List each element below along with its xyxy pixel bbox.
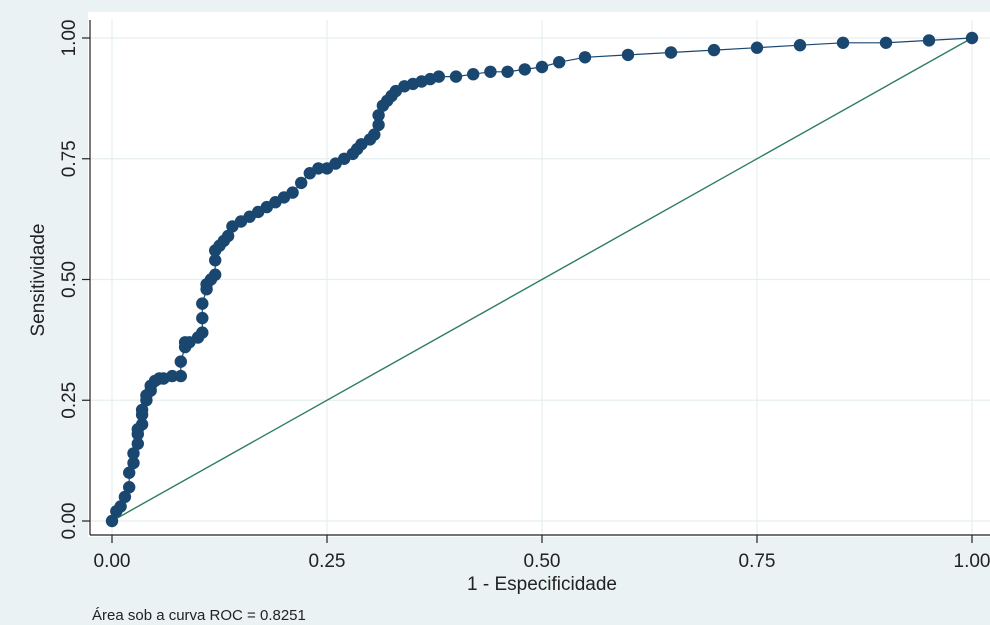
roc-point-47 [286, 186, 299, 199]
roc-point-69 [432, 70, 445, 83]
roc-point-74 [518, 63, 531, 76]
roc-point-39 [221, 229, 235, 243]
roc-curve-group [105, 31, 979, 528]
roc-point-84 [879, 36, 893, 49]
roc-point-11 [135, 418, 149, 431]
roc-point-23 [174, 355, 187, 368]
roc-point-80 [707, 43, 721, 57]
y-axis-title: Sensitividade [28, 223, 49, 336]
roc-point-5 [123, 466, 136, 479]
roc-point-2 [114, 500, 127, 513]
roc-point-75 [535, 60, 549, 74]
roc-point-71 [467, 68, 480, 81]
roc-point-83 [836, 36, 850, 49]
x-tick-label-1: 0.25 [309, 551, 346, 572]
roc-point-22 [174, 369, 187, 383]
y-tick-label-4: 1.00 [59, 20, 80, 57]
x-ticks: 0.00 0.25 0.50 0.75 1.00 [94, 535, 990, 572]
roc-point-73 [501, 65, 514, 79]
roc-point-3 [118, 490, 132, 504]
roc-point-85 [922, 34, 936, 47]
roc-point-82 [793, 39, 807, 52]
roc-point-59 [372, 118, 385, 132]
roc-point-29 [196, 311, 209, 325]
roc-point-81 [750, 41, 764, 54]
roc-point-35 [209, 254, 222, 267]
x-tick-label-0: 0.00 [94, 551, 131, 572]
y-ticks: 0.00 0.25 0.50 0.75 1.00 [59, 20, 90, 540]
roc-point-0 [105, 514, 119, 528]
roc-point-76 [553, 56, 566, 69]
roc-point-78 [621, 48, 635, 62]
roc-point-50 [312, 162, 325, 175]
roc-point-21 [166, 369, 179, 383]
reference-line [111, 37, 973, 522]
roc-point-79 [664, 46, 678, 59]
y-tick-label-3: 0.75 [59, 140, 80, 177]
y-tick-label-2: 0.50 [59, 261, 80, 298]
x-tick-label-4: 1.00 [954, 551, 990, 572]
auc-note: Área sob a curva ROC = 0.8251 [92, 607, 306, 624]
roc-point-60 [372, 109, 385, 122]
y-tick-label-0: 0.00 [59, 503, 80, 540]
roc-point-7 [127, 447, 140, 460]
roc-point-34 [209, 268, 222, 281]
roc-point-58 [368, 128, 381, 141]
roc-point-28 [196, 326, 209, 339]
y-tick-label-1: 0.25 [59, 382, 80, 419]
x-tick-label-3: 0.75 [739, 551, 776, 572]
roc-point-8 [131, 437, 144, 450]
x-tick-label-2: 0.50 [524, 551, 561, 572]
roc-point-13 [135, 403, 149, 417]
x-axis-title: 1 - Especificidade [467, 574, 617, 595]
axes [89, 20, 990, 536]
roc-point-86 [965, 31, 979, 45]
roc-point-77 [578, 51, 592, 64]
roc-point-48 [295, 176, 308, 190]
roc-point-4 [123, 481, 136, 494]
roc-point-6 [127, 456, 140, 470]
reference-line-group [111, 37, 973, 522]
roc-point-72 [484, 65, 497, 79]
roc-point-30 [196, 297, 209, 310]
roc-point-70 [449, 70, 463, 83]
